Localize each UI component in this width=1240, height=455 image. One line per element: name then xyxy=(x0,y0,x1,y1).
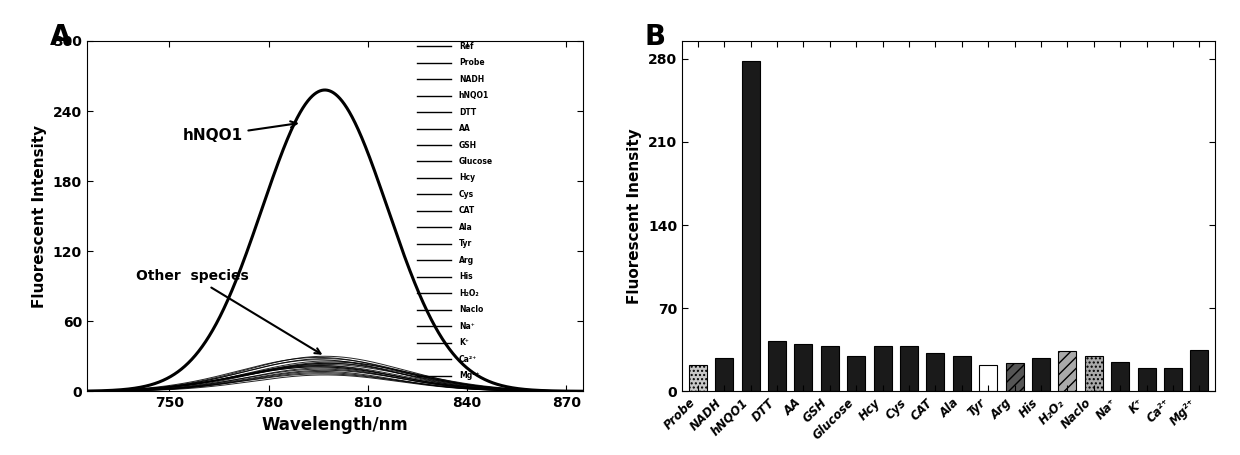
X-axis label: Wavelength/nm: Wavelength/nm xyxy=(262,416,408,434)
Bar xyxy=(1085,356,1102,391)
Bar xyxy=(1059,351,1076,391)
Bar xyxy=(689,365,707,391)
Text: Mg²⁺: Mg²⁺ xyxy=(459,371,480,380)
Text: Naclo: Naclo xyxy=(459,305,484,314)
Text: A: A xyxy=(50,23,71,51)
Text: Hcy: Hcy xyxy=(459,173,475,182)
Bar xyxy=(926,353,945,391)
Y-axis label: Fluorescent Intensity: Fluorescent Intensity xyxy=(32,125,47,308)
Bar xyxy=(715,358,733,391)
Text: AA: AA xyxy=(459,124,470,133)
Text: His: His xyxy=(459,272,472,281)
Text: CAT: CAT xyxy=(459,207,475,215)
Text: Ca²⁺: Ca²⁺ xyxy=(459,354,477,364)
Text: Cys: Cys xyxy=(459,190,474,199)
Text: GSH: GSH xyxy=(459,141,477,150)
Text: Glucose: Glucose xyxy=(459,157,494,166)
Text: Ala: Ala xyxy=(459,223,472,232)
Text: Probe: Probe xyxy=(459,58,485,67)
Text: Na⁺: Na⁺ xyxy=(459,322,475,331)
Text: Arg: Arg xyxy=(459,256,474,265)
Bar xyxy=(952,356,971,391)
Bar xyxy=(900,346,918,391)
Text: K⁺: K⁺ xyxy=(459,338,469,347)
Text: Tyr: Tyr xyxy=(459,239,472,248)
Text: Other  species: Other species xyxy=(136,269,320,354)
Text: DTT: DTT xyxy=(459,107,476,116)
Text: B: B xyxy=(645,23,666,51)
Bar xyxy=(795,344,812,391)
Bar xyxy=(768,341,786,391)
Bar xyxy=(980,365,997,391)
Bar xyxy=(1137,368,1156,391)
Bar xyxy=(742,61,760,391)
Text: H₂O₂: H₂O₂ xyxy=(459,289,479,298)
Bar xyxy=(821,346,838,391)
Text: NADH: NADH xyxy=(459,75,484,84)
Bar xyxy=(1164,368,1182,391)
Y-axis label: Fluorescent Inensity: Fluorescent Inensity xyxy=(627,128,642,304)
Text: Ref: Ref xyxy=(459,42,474,51)
Bar xyxy=(847,356,866,391)
Bar xyxy=(1111,362,1130,391)
Bar xyxy=(1006,363,1023,391)
Bar xyxy=(1032,358,1050,391)
Text: hNQO1: hNQO1 xyxy=(459,91,489,100)
Text: hNQO1: hNQO1 xyxy=(182,121,296,143)
Bar xyxy=(1190,350,1208,391)
Bar xyxy=(874,346,892,391)
